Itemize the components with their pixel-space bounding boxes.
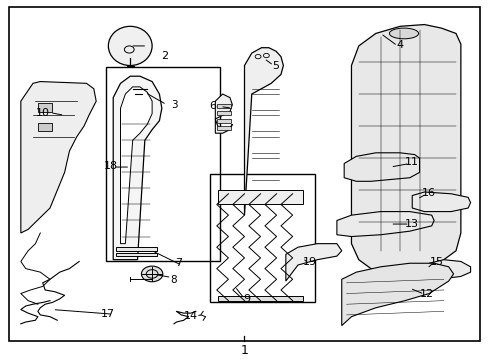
Polygon shape <box>428 260 469 279</box>
Text: 3: 3 <box>170 100 177 110</box>
Polygon shape <box>120 87 152 244</box>
Text: 5: 5 <box>272 60 279 71</box>
Text: 9: 9 <box>243 294 250 304</box>
Text: 16: 16 <box>422 188 435 198</box>
Bar <box>116 253 157 256</box>
Text: 1: 1 <box>240 344 248 357</box>
Ellipse shape <box>388 28 418 39</box>
Bar <box>116 247 157 251</box>
Text: 8: 8 <box>170 275 177 285</box>
Bar <box>210 174 314 302</box>
Bar <box>216 111 231 116</box>
Bar <box>217 296 302 301</box>
Text: 10: 10 <box>36 108 50 118</box>
Bar <box>216 104 231 108</box>
Text: 4: 4 <box>396 40 403 50</box>
Polygon shape <box>285 244 341 281</box>
Text: 18: 18 <box>103 161 118 171</box>
Text: 12: 12 <box>419 289 433 299</box>
Polygon shape <box>113 76 162 260</box>
Bar <box>106 67 220 261</box>
Ellipse shape <box>108 26 152 66</box>
Polygon shape <box>351 24 460 274</box>
Text: 15: 15 <box>428 257 443 267</box>
Bar <box>144 92 152 96</box>
Bar <box>38 122 52 131</box>
Polygon shape <box>344 153 419 181</box>
Ellipse shape <box>141 266 163 282</box>
Bar <box>216 118 231 123</box>
Bar <box>38 103 52 112</box>
Polygon shape <box>341 263 453 325</box>
Text: 6: 6 <box>209 102 216 112</box>
Text: 14: 14 <box>183 311 198 321</box>
Text: 2: 2 <box>161 50 167 60</box>
Text: 11: 11 <box>405 157 418 167</box>
Polygon shape <box>21 82 96 233</box>
Bar <box>216 126 231 130</box>
Text: 13: 13 <box>405 219 418 229</box>
Polygon shape <box>411 192 469 212</box>
Polygon shape <box>215 94 232 133</box>
Text: 17: 17 <box>101 309 115 319</box>
Polygon shape <box>244 48 283 215</box>
Text: 7: 7 <box>175 258 182 268</box>
Text: 19: 19 <box>303 257 317 267</box>
Bar <box>132 87 141 91</box>
Polygon shape <box>336 212 433 237</box>
Bar <box>217 190 302 204</box>
